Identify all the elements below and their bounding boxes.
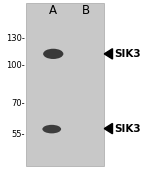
Text: 55-: 55- — [11, 130, 25, 139]
Text: SIK3: SIK3 — [114, 49, 141, 59]
Text: A: A — [49, 4, 57, 17]
Polygon shape — [104, 49, 112, 59]
Ellipse shape — [42, 125, 61, 133]
Text: 100-: 100- — [6, 61, 25, 70]
Text: SIK3: SIK3 — [114, 124, 141, 134]
Ellipse shape — [43, 49, 63, 59]
FancyBboxPatch shape — [26, 3, 104, 166]
Text: 70-: 70- — [11, 99, 25, 108]
Text: 130-: 130- — [6, 34, 25, 43]
Polygon shape — [104, 123, 112, 134]
Text: B: B — [82, 4, 90, 17]
